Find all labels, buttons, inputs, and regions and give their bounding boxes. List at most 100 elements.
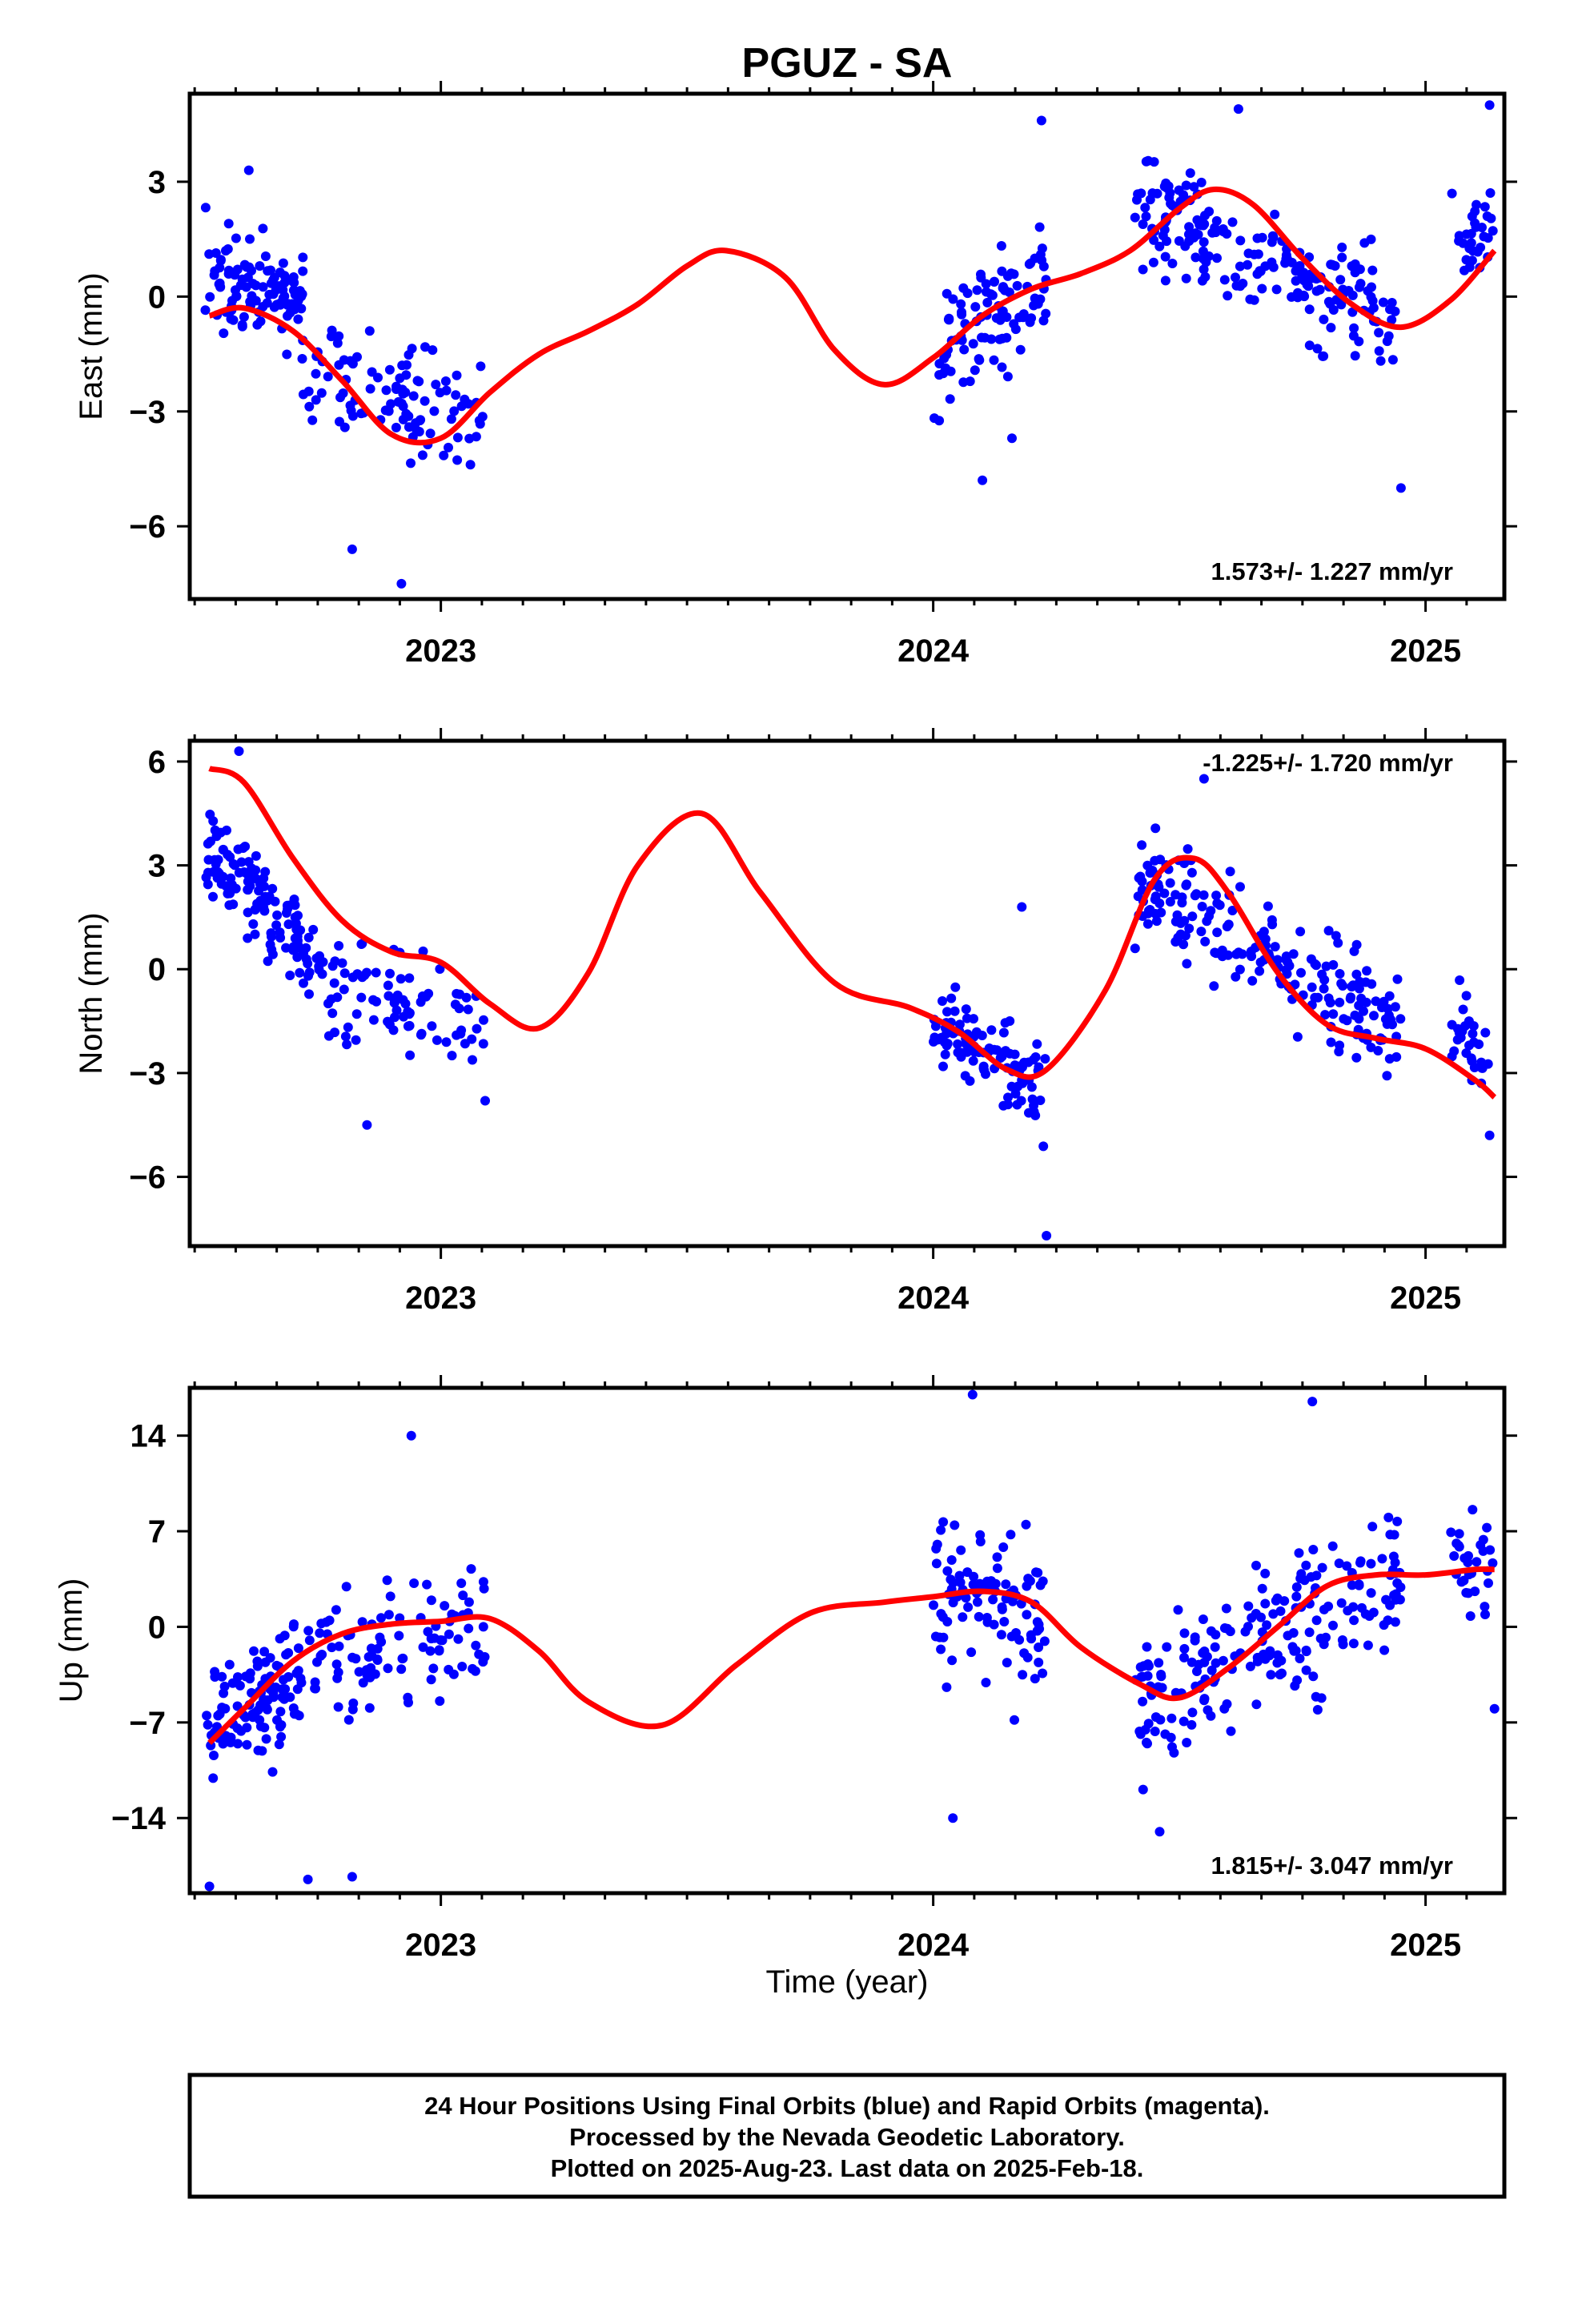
data-point	[1217, 945, 1227, 955]
data-point	[1038, 261, 1049, 271]
data-point	[998, 306, 1008, 316]
data-point	[1323, 1601, 1334, 1611]
data-point	[1291, 1591, 1302, 1602]
data-point	[335, 392, 345, 403]
data-point	[219, 1681, 230, 1691]
data-point	[356, 992, 367, 1003]
data-point	[362, 1670, 372, 1680]
data-point	[1323, 296, 1334, 307]
data-point	[979, 1065, 990, 1076]
data-point	[456, 401, 467, 412]
y-tick-label: 7	[148, 1514, 166, 1550]
data-point	[997, 266, 1007, 276]
data-point	[1468, 1021, 1479, 1031]
data-point	[216, 879, 227, 889]
x-tick-label: 2024	[897, 1281, 970, 1316]
data-point	[408, 391, 419, 401]
data-point	[416, 997, 426, 1007]
data-point	[210, 854, 219, 865]
data-point	[428, 1663, 439, 1674]
data-point	[386, 399, 396, 409]
data-point	[1227, 906, 1238, 915]
data-point	[208, 891, 218, 902]
data-point	[961, 1004, 971, 1015]
data-point	[1328, 959, 1339, 970]
data-point	[1155, 854, 1166, 865]
data-point	[418, 1642, 428, 1652]
data-point	[1148, 257, 1158, 267]
data-point	[1334, 1047, 1344, 1057]
data-point	[219, 328, 229, 339]
data-point	[936, 1644, 946, 1655]
data-point	[1304, 304, 1315, 315]
data-point	[1327, 259, 1338, 270]
data-point	[1211, 891, 1222, 901]
data-point	[1373, 1046, 1383, 1055]
data-point	[398, 1653, 408, 1663]
data-point	[384, 364, 395, 375]
data-point	[1166, 199, 1176, 209]
data-point	[1374, 346, 1384, 356]
data-point	[210, 1672, 220, 1682]
data-point	[429, 1633, 440, 1643]
data-point	[1138, 219, 1148, 229]
data-point	[263, 956, 273, 967]
data-point	[1219, 227, 1229, 237]
data-point	[204, 1881, 215, 1892]
data-point	[239, 312, 249, 322]
data-point	[946, 1555, 957, 1565]
data-point	[1160, 251, 1170, 262]
data-point	[332, 338, 343, 348]
data-point	[1312, 1705, 1323, 1715]
data-point	[1395, 483, 1406, 493]
data-point	[426, 1595, 436, 1606]
data-point	[1465, 1611, 1476, 1621]
data-point	[383, 1016, 393, 1027]
data-point	[1253, 249, 1263, 259]
data-point	[1042, 1231, 1052, 1240]
data-point	[1390, 1002, 1400, 1012]
data-point	[974, 355, 985, 365]
data-point	[1359, 1006, 1368, 1016]
data-point	[296, 1678, 307, 1688]
data-point	[1202, 1651, 1212, 1662]
data-point	[1480, 1610, 1490, 1619]
data-point	[365, 384, 375, 394]
data-point	[327, 1008, 338, 1019]
data-point	[362, 967, 371, 978]
data-point	[1454, 235, 1464, 246]
data-point	[1336, 1598, 1347, 1608]
data-point	[968, 339, 978, 349]
up-data-points	[202, 1389, 1500, 1892]
data-point	[228, 315, 239, 325]
data-point	[252, 1656, 263, 1667]
data-point	[1207, 227, 1218, 238]
data-point	[347, 544, 357, 554]
data-point	[1288, 1628, 1299, 1638]
data-point	[1311, 1570, 1322, 1581]
data-point	[479, 1015, 488, 1025]
data-point	[1221, 1603, 1231, 1614]
data-point	[260, 251, 271, 261]
data-point	[1287, 1642, 1298, 1652]
data-point	[303, 932, 314, 943]
data-point	[1488, 1558, 1498, 1568]
data-point	[279, 271, 290, 281]
data-point	[1292, 1675, 1303, 1686]
data-point	[1007, 433, 1017, 444]
data-point	[398, 995, 408, 1005]
data-point	[227, 884, 238, 895]
data-point	[1235, 261, 1245, 271]
data-point	[965, 1076, 975, 1086]
data-point	[1190, 891, 1200, 901]
data-point	[946, 993, 957, 1003]
data-point	[1304, 1627, 1315, 1638]
data-point	[1484, 1578, 1493, 1588]
data-point	[934, 359, 945, 369]
east-panel: 3 0 −3 −6 2023 2024 2025 East (mm) 1.573+/- 1.22…	[74, 81, 1517, 669]
data-point	[1133, 189, 1143, 199]
data-point	[944, 313, 954, 324]
data-point	[247, 1709, 258, 1719]
data-point	[440, 376, 451, 386]
data-point	[1187, 1707, 1198, 1718]
